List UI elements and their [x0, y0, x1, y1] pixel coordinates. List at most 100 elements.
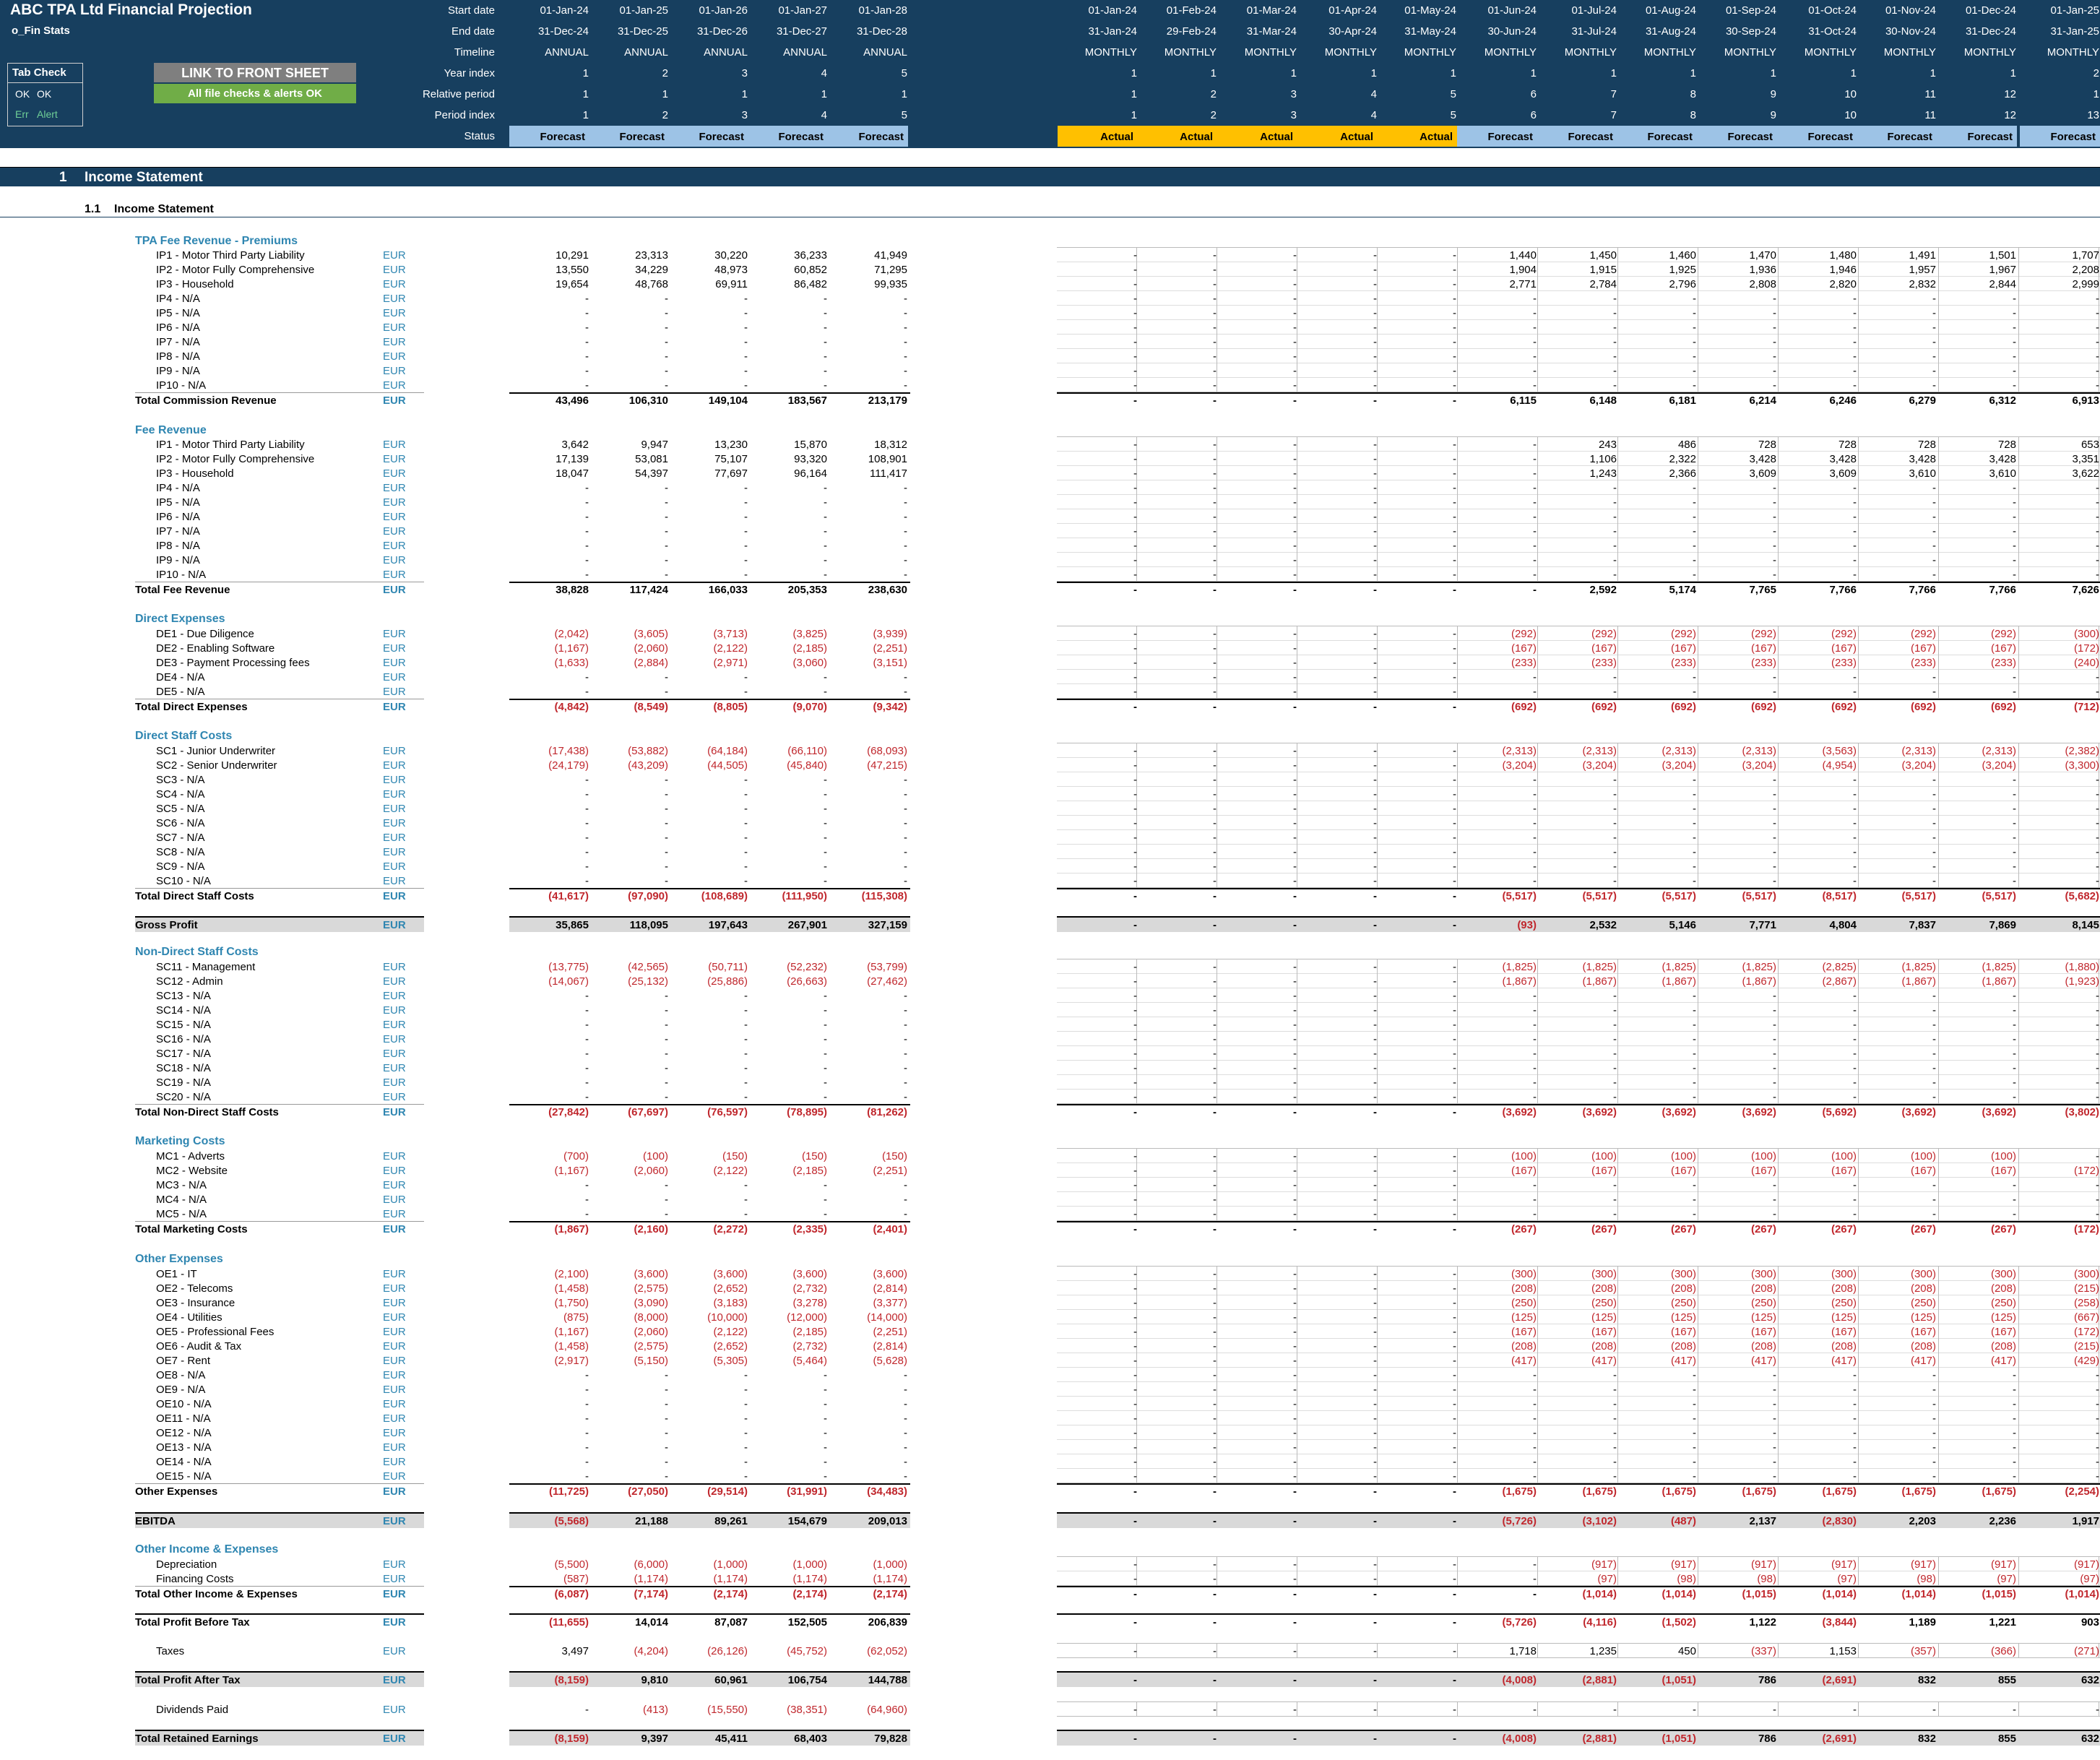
value-cell: (13,775) — [548, 961, 589, 973]
row-label: SC2 - Senior Underwriter — [156, 759, 277, 772]
value-cell: (98) — [1677, 1573, 1696, 1585]
value-cell: (2,971) — [713, 657, 748, 669]
value-cell: (5,517) — [1901, 890, 1936, 902]
row-label: IP1 - Motor Third Party Liability — [156, 249, 305, 262]
value-cell: - — [1133, 890, 1137, 902]
value-cell: - — [2013, 1470, 2016, 1483]
value-cell: - — [1293, 365, 1297, 377]
value-cell: (1,750) — [554, 1297, 589, 1309]
value-cell: (8,549) — [634, 701, 668, 713]
table-row: IP3 - Household EUR 19,654 48,768 69,911 86,4… — [0, 277, 2100, 291]
unit-label: EUR — [383, 394, 406, 407]
value-cell: - — [2013, 1033, 2016, 1045]
value-cell: (167) — [1750, 642, 1776, 655]
value-cell: - — [1373, 1223, 1377, 1235]
unit-label: EUR — [383, 307, 406, 319]
value-cell: - — [1773, 774, 1776, 786]
section-number: 1 — [59, 170, 67, 185]
table-row: Depreciation EUR (5,500) (6,000) (1,000) (1,0… — [0, 1557, 2100, 1571]
value-cell: (300) — [2073, 628, 2099, 640]
value-cell: - — [1213, 1194, 1217, 1206]
value-cell: - — [1453, 875, 1456, 887]
value-cell: - — [1773, 990, 1776, 1002]
value-cell: - — [1373, 1179, 1377, 1191]
value-cell: (292) — [1910, 628, 1936, 640]
value-cell: - — [1613, 1441, 1617, 1454]
total-rule-annual — [509, 1586, 910, 1587]
value-cell: - — [1453, 803, 1456, 815]
annual-year-cell: 1 — [582, 67, 589, 79]
value-cell: - — [1453, 1311, 1456, 1324]
value-cell: (2,313) — [1901, 745, 1936, 757]
value-cell: (3,692) — [1582, 1106, 1617, 1118]
value-cell: - — [1213, 846, 1217, 858]
value-cell: (240) — [2073, 657, 2099, 669]
annual-start-cell: 01-Jan-25 — [619, 4, 668, 17]
value-cell: - — [1453, 1048, 1456, 1060]
value-cell: 6,246 — [1829, 394, 1857, 407]
value-cell: - — [904, 686, 907, 698]
value-cell: (2,867) — [1822, 975, 1857, 988]
value-cell: - — [1373, 249, 1377, 262]
value-cell: - — [1533, 1019, 1537, 1031]
value-cell: - — [1373, 1208, 1377, 1220]
value-cell: (917) — [1670, 1558, 1696, 1571]
value-cell: - — [1853, 990, 1857, 1002]
table-row: MC2 - Website EUR (1,167) (2,060) (2,122) (2,… — [0, 1163, 2100, 1178]
value-cell: - — [1213, 439, 1217, 451]
value-cell: - — [1533, 1384, 1537, 1396]
value-cell: 1,106 — [1589, 453, 1617, 465]
unit-label: EUR — [383, 1588, 406, 1600]
unit-label: EUR — [383, 482, 406, 494]
value-cell: - — [1133, 293, 1137, 305]
value-cell: - — [824, 1398, 827, 1410]
value-cell: - — [1373, 1704, 1377, 1716]
value-cell: (2,174) — [873, 1588, 907, 1600]
row-label: SC6 - N/A — [156, 817, 205, 829]
value-cell: - — [1373, 686, 1377, 698]
tab-check-box: Tab Check OK OK Err Alert — [7, 63, 83, 126]
value-cell: (3,204) — [1502, 759, 1537, 772]
value-cell: - — [1213, 293, 1217, 305]
value-cell: (1,867) — [1742, 975, 1776, 988]
value-cell: - — [2013, 1704, 2016, 1716]
value-cell: (2,382) — [2065, 745, 2099, 757]
value-cell: - — [1613, 1048, 1617, 1060]
value-cell: - — [585, 511, 589, 523]
value-cell: 41,949 — [874, 249, 907, 262]
unit-label: EUR — [383, 496, 406, 509]
value-cell: (26,126) — [707, 1645, 748, 1657]
value-cell: - — [1453, 1645, 1456, 1657]
value-cell: - — [1373, 1004, 1377, 1017]
value-cell: (1,015) — [1982, 1588, 2016, 1600]
value-cell: - — [1693, 1369, 1696, 1381]
value-cell: - — [1293, 1369, 1297, 1381]
value-cell: - — [1453, 1412, 1456, 1425]
value-cell: (5,726) — [1502, 1616, 1537, 1629]
value-cell: - — [2013, 322, 2016, 334]
value-cell: - — [1613, 1194, 1617, 1206]
value-cell: 1,936 — [1749, 264, 1776, 276]
value-cell: - — [1133, 759, 1137, 772]
value-cell: - — [1453, 1268, 1456, 1280]
link-front-sheet-button[interactable]: LINK TO FRONT SHEET — [154, 63, 356, 82]
value-cell: - — [665, 1062, 668, 1074]
table-row: OE11 - N/A EUR - - - - - - - - - - - - - - - - - - — [0, 1411, 2100, 1425]
value-cell: - — [2096, 569, 2099, 581]
value-cell: - — [1213, 249, 1217, 262]
value-cell: (167) — [1990, 1326, 2016, 1338]
value-cell: - — [1293, 846, 1297, 858]
value-cell: - — [1613, 307, 1617, 319]
value-cell: - — [1853, 1091, 1857, 1103]
monthly-rel-cell: 2 — [1210, 88, 1217, 100]
monthly-year-cell: 1 — [2010, 67, 2016, 79]
value-cell: - — [1373, 1573, 1377, 1585]
value-cell: - — [904, 788, 907, 801]
value-cell: - — [1293, 1398, 1297, 1410]
value-cell: (62,052) — [867, 1645, 907, 1657]
unit-label: EUR — [383, 1485, 406, 1498]
value-cell: (115,308) — [861, 890, 907, 902]
row-label: Total Direct Expenses — [135, 701, 248, 713]
value-cell: 13,230 — [714, 439, 748, 451]
value-cell: (292) — [1511, 628, 1537, 640]
